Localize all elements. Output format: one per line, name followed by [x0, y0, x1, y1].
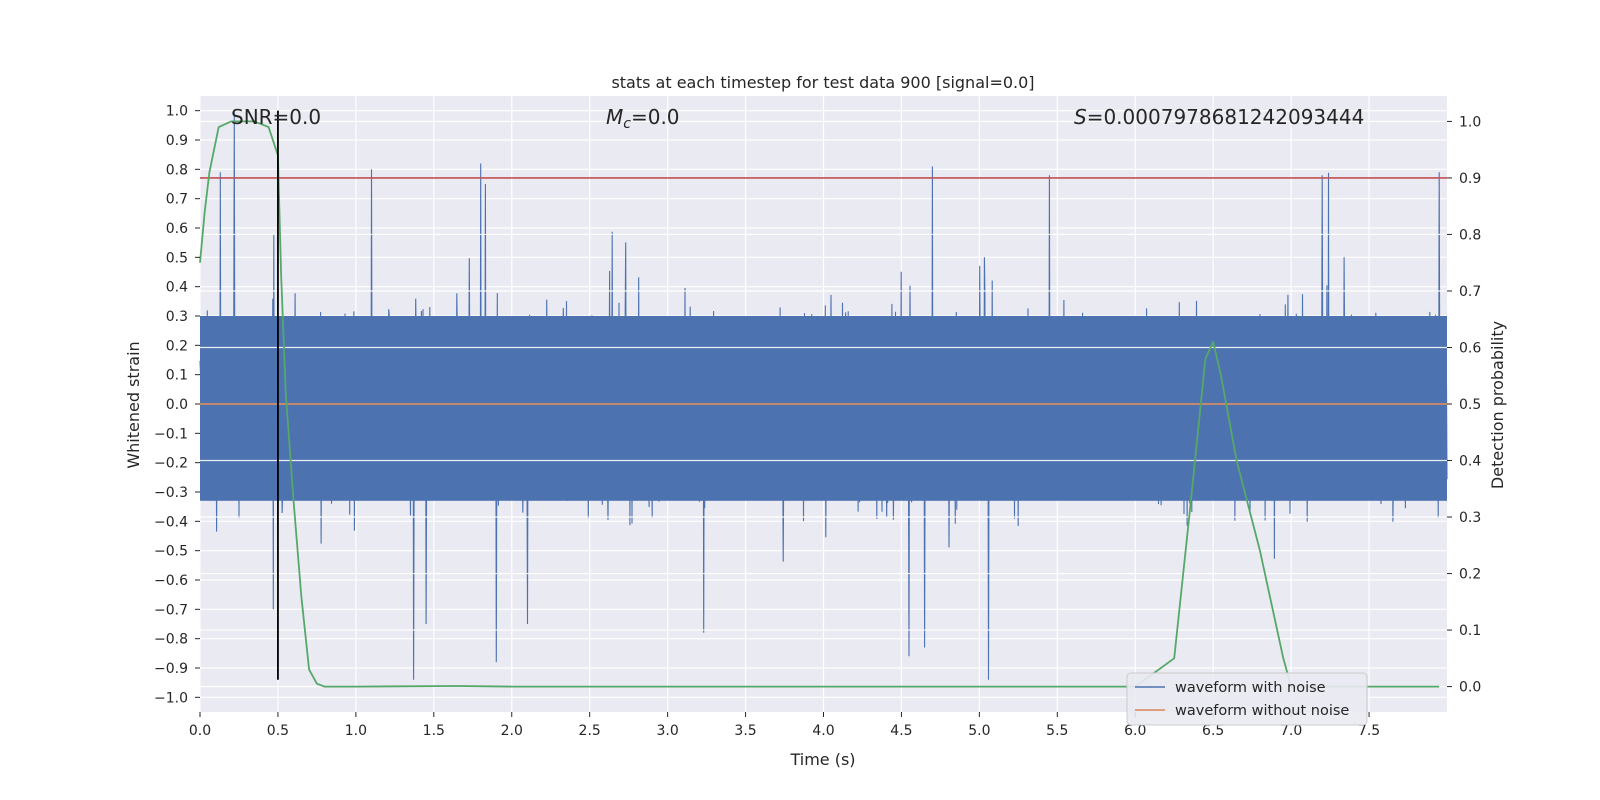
y-tick-label-0-0: 0.0 [166, 397, 188, 413]
y-tick-label-0-2: 0.2 [166, 338, 188, 354]
legend-label-waveform-with-noise: waveform with noise [1175, 680, 1326, 696]
x-tick-label-0-0: 0.0 [189, 723, 211, 739]
y-tick-label-0-9: −0.9 [154, 661, 188, 677]
x-tick-label-3-5: 3.5 [734, 723, 756, 739]
legend-box [1126, 672, 1368, 726]
x-tick-label-6-5: 6.5 [1202, 723, 1224, 739]
x-tick-label-2-5: 2.5 [579, 723, 601, 739]
x-tick-label-4-0: 4.0 [812, 723, 834, 739]
chart-title: stats at each timestep for test data 900… [611, 73, 1034, 92]
y-axis-label: Whitened strain [124, 341, 143, 468]
y-tick-label-0-1: 0.1 [166, 368, 188, 384]
score-annotation: S=0.0007978681242093444 [1074, 105, 1364, 129]
chirp-mass-subscript: c [623, 116, 631, 132]
y2-tick-label-0-0: 0.0 [1459, 680, 1481, 696]
y-tick-label-0-3: −0.3 [154, 485, 188, 501]
y2-tick-label-0-1: 0.1 [1459, 623, 1481, 639]
x-tick-label-1-0: 1.0 [345, 723, 367, 739]
x-tick-label-7-5: 7.5 [1358, 723, 1380, 739]
y-tick-label-0-8: −0.8 [154, 632, 188, 648]
x-tick-label-0-5: 0.5 [267, 723, 289, 739]
legend-label-waveform-without-noise: waveform without noise [1175, 703, 1349, 719]
y-tick-label-0-9: 0.9 [166, 133, 188, 149]
x-tick-label-5-5: 5.5 [1046, 723, 1068, 739]
y2-tick-label-0-9: 0.9 [1459, 171, 1481, 187]
chirp-mass-symbol: M [606, 105, 623, 129]
x-tick-label-3-0: 3.0 [656, 723, 678, 739]
y2-tick-label-1-0: 1.0 [1459, 114, 1481, 130]
chirp-mass-annotation: Mc=0.0 [606, 105, 680, 132]
x-tick-label-7-0: 7.0 [1280, 723, 1302, 739]
y-tick-label-0-2: −0.2 [154, 456, 188, 472]
score-value: =0.0007978681242093444 [1087, 105, 1365, 129]
y2-tick-label-0-5: 0.5 [1459, 397, 1481, 413]
chirp-mass-value: =0.0 [631, 105, 680, 129]
y2-tick-label-0-2: 0.2 [1459, 567, 1481, 583]
y-tick-label-0-7: −0.7 [154, 602, 188, 618]
y-tick-label-0-3: 0.3 [166, 309, 188, 325]
score-symbol: S [1074, 105, 1087, 129]
y2-tick-label-0-7: 0.7 [1459, 284, 1481, 300]
x-tick-label-5-0: 5.0 [968, 723, 990, 739]
y2-axis-label: Detection probability [1488, 321, 1507, 489]
y-tick-label-0-8: 0.8 [166, 162, 188, 178]
x-tick-label-2-0: 2.0 [501, 723, 523, 739]
x-tick-label-6-0: 6.0 [1124, 723, 1146, 739]
snr-annotation: SNR=0.0 [231, 105, 321, 129]
x-tick-label-4-5: 4.5 [890, 723, 912, 739]
line-detection-probability [199, 120, 1440, 688]
y-tick-label-1-0: 1.0 [166, 104, 188, 120]
x-axis-label: Time (s) [789, 750, 855, 769]
y2-tick-label-0-6: 0.6 [1459, 340, 1481, 356]
y-tick-label-0-5: 0.5 [166, 250, 188, 266]
y-tick-label-0-7: 0.7 [166, 192, 188, 208]
y-tick-label-0-4: −0.4 [154, 514, 188, 530]
waveform-noise-core [200, 316, 1447, 501]
y2-tick-label-0-3: 0.3 [1459, 510, 1481, 526]
y2-tick-label-0-4: 0.4 [1459, 454, 1481, 470]
y-tick-label-0-1: −0.1 [154, 426, 188, 442]
legend: waveform with noise waveform without noi… [1126, 672, 1368, 726]
y-tick-label-0-5: −0.5 [154, 544, 188, 560]
y-tick-label-0-6: 0.6 [166, 221, 188, 237]
y-tick-label-0-6: −0.6 [154, 573, 188, 589]
x-tick-label-1-5: 1.5 [423, 723, 445, 739]
y-tick-label-1-0: −1.0 [154, 690, 188, 706]
y-tick-label-0-4: 0.4 [166, 280, 188, 296]
y2-tick-label-0-8: 0.8 [1459, 227, 1481, 243]
